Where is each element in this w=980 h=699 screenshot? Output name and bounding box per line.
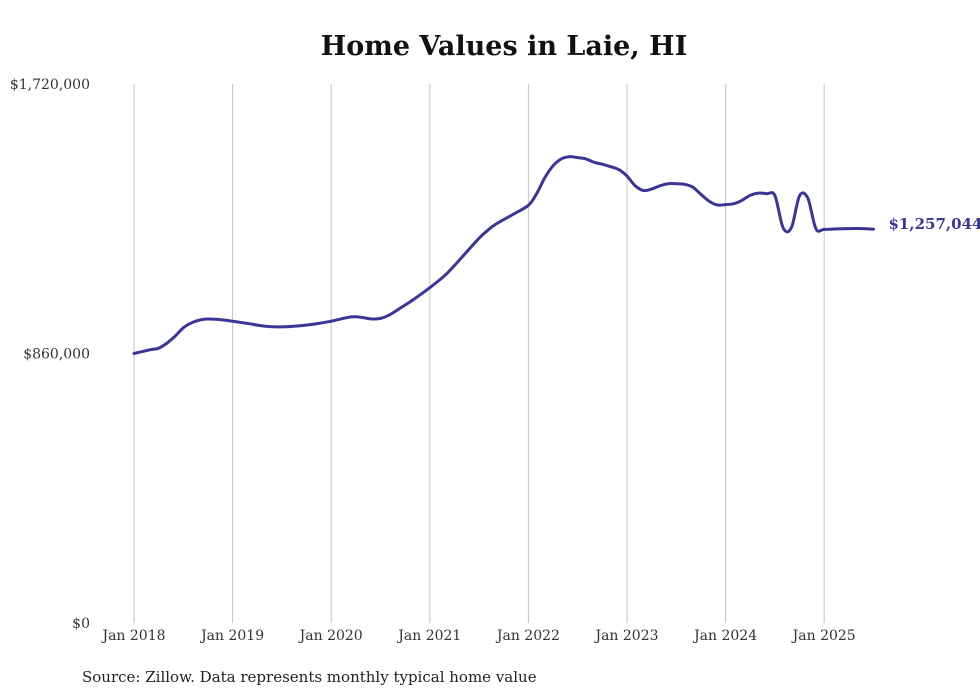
y-tick-label: $860,000 [23, 347, 90, 363]
y-tick-label: $1,720,000 [10, 77, 90, 93]
y-tick-label: $0 [72, 616, 90, 632]
x-tick-label: Jan 2020 [298, 628, 363, 644]
y-axis-ticks: $0 $860,000 $1,720,000 [10, 77, 90, 632]
latest-value-label: $1,257,044 [889, 215, 980, 233]
x-axis-ticks: Jan 2018 Jan 2019 Jan 2020 Jan 2021 Jan 2022… [100, 628, 855, 644]
home-value-line [132, 155, 875, 355]
x-tick-label: Jan 2018 [100, 628, 165, 644]
x-tick-label: Jan 2023 [593, 628, 658, 644]
x-tick-label: Jan 2022 [495, 628, 560, 644]
x-tick-label: Jan 2019 [199, 628, 264, 644]
x-tick-label: Jan 2021 [396, 628, 461, 644]
grid-lines [133, 84, 825, 623]
x-tick-label: Jan 2024 [692, 628, 757, 644]
source-note: Source: Zillow. Data represents monthly … [82, 668, 537, 686]
x-tick-label: Jan 2025 [791, 628, 856, 644]
chart-title: Home Values in Laie, HI [320, 31, 688, 62]
